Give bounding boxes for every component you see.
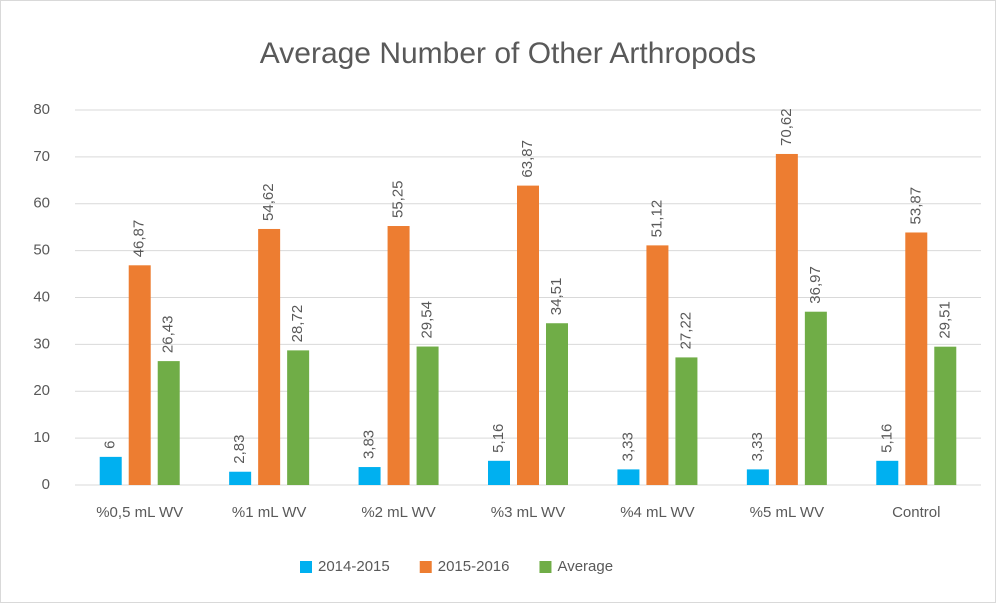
x-tick-label: Control (892, 504, 940, 521)
y-tick-label: 50 (33, 242, 50, 259)
data-label: 5,16 (490, 424, 507, 453)
bar (128, 265, 151, 485)
bar (905, 232, 928, 485)
legend-swatch (300, 561, 312, 573)
data-label: 6 (102, 441, 119, 449)
data-label: 70,62 (778, 108, 795, 146)
data-label: 36,97 (807, 266, 824, 304)
data-label: 29,54 (419, 301, 436, 339)
bar (358, 467, 381, 485)
bar (416, 346, 439, 485)
data-label: 3,83 (361, 430, 378, 459)
bar (229, 471, 252, 485)
bar (287, 350, 310, 485)
data-label: 3,33 (619, 432, 636, 461)
x-tick-label: %5 mL WV (750, 504, 824, 521)
data-label: 54,62 (260, 183, 277, 221)
bar (387, 226, 410, 485)
bar (804, 311, 827, 485)
x-tick-label: %4 mL WV (620, 504, 694, 521)
y-tick-label: 0 (42, 476, 50, 493)
data-label: 27,22 (677, 312, 694, 350)
bar (258, 228, 281, 485)
data-label: 5,16 (878, 424, 895, 453)
data-label: 51,12 (648, 200, 665, 238)
y-tick-label: 10 (33, 429, 50, 446)
data-label: 55,25 (390, 180, 407, 218)
bar (99, 456, 122, 485)
data-label: 46,87 (131, 220, 148, 258)
data-label: 28,72 (289, 305, 306, 343)
bar (746, 469, 769, 485)
legend-label: 2015-2016 (438, 558, 510, 575)
data-label: 63,87 (519, 140, 536, 178)
data-label: 26,43 (160, 316, 177, 354)
bar (646, 245, 669, 485)
bar (517, 185, 539, 485)
y-tick-label: 70 (33, 148, 50, 165)
data-label: 34,51 (548, 278, 565, 316)
bar (876, 460, 899, 485)
legend-label: 2014-2015 (318, 558, 390, 575)
y-tick-label: 20 (33, 382, 50, 399)
x-tick-label: %3 mL WV (491, 504, 565, 521)
x-tick-label: %0,5 mL WV (96, 504, 183, 521)
legend-swatch (539, 561, 552, 573)
legend-label: Average (557, 558, 613, 575)
legend-swatch (419, 561, 432, 573)
x-tick-label: %2 mL WV (361, 504, 435, 521)
x-tick-label: %1 mL WV (232, 504, 306, 521)
y-tick-label: 60 (33, 195, 50, 212)
data-label: 2,83 (231, 435, 248, 464)
y-tick-label: 80 (33, 101, 50, 118)
bar (617, 469, 640, 485)
data-label: 53,87 (907, 187, 924, 225)
bar (157, 361, 180, 485)
data-label: 3,33 (749, 432, 766, 461)
bar (546, 323, 568, 485)
y-tick-label: 40 (33, 288, 50, 305)
bar (488, 460, 510, 485)
bar (775, 153, 798, 485)
bar (675, 357, 698, 485)
bar (934, 346, 957, 485)
data-label: 29,51 (936, 301, 953, 339)
y-tick-label: 30 (33, 335, 50, 352)
chart-title: Average Number of Other Arthropods (260, 37, 756, 70)
